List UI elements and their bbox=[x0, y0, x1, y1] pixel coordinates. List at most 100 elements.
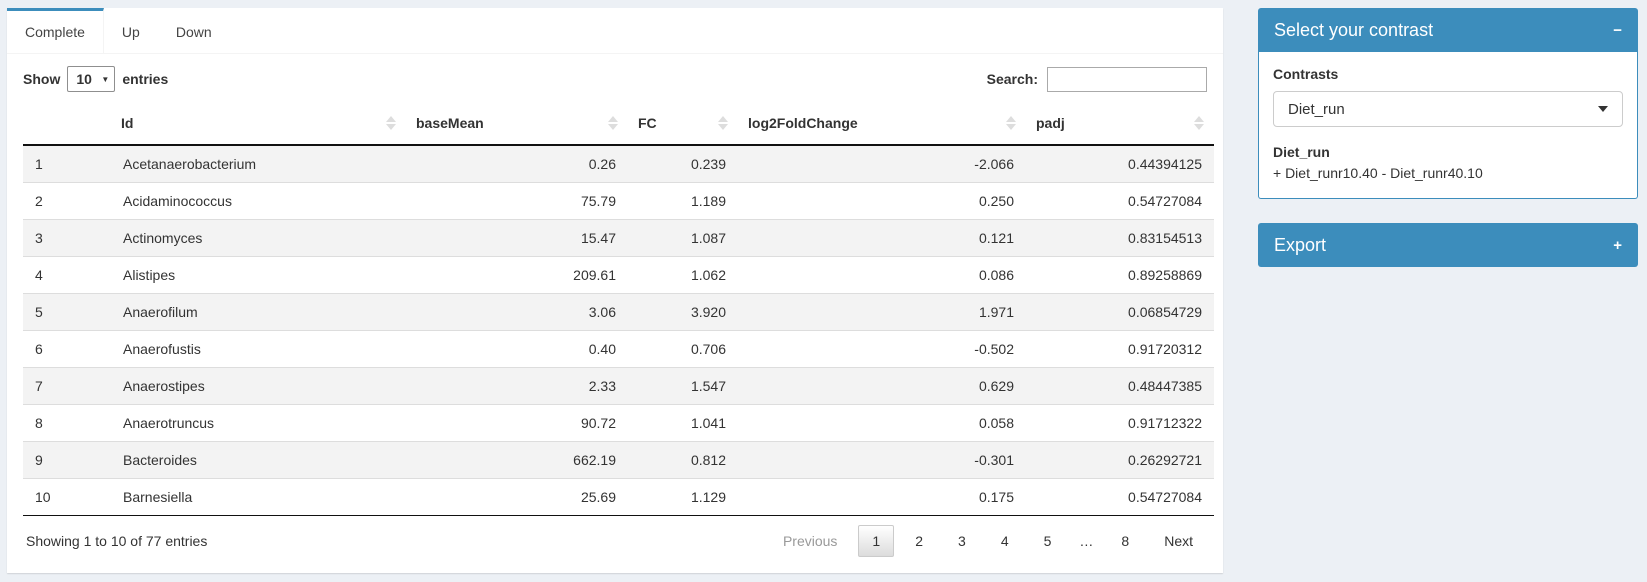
table-row[interactable]: 10 Barnesiella 25.69 1.129 0.175 0.54727084 bbox=[23, 478, 1214, 516]
pagination-button-next[interactable]: Next bbox=[1164, 533, 1193, 549]
collapse-icon[interactable]: − bbox=[1613, 21, 1622, 39]
table-controls: Show 10 ▼ entries Search: bbox=[23, 66, 1207, 92]
table-row[interactable]: 4 Alistipes 209.61 1.062 0.086 0.89258869 bbox=[23, 256, 1214, 294]
table-cell: 3 bbox=[23, 219, 111, 257]
tab-complete[interactable]: Complete bbox=[7, 8, 104, 53]
column-header-log2foldchange-label: log2FoldChange bbox=[748, 115, 858, 131]
contrast-box: Select your contrast − Contrasts Diet_ru… bbox=[1258, 8, 1638, 199]
pagination-button-2[interactable]: 2 bbox=[915, 533, 924, 549]
table-cell: Anaerofilum bbox=[111, 293, 406, 331]
table-cell: Anaerostipes bbox=[111, 367, 406, 405]
table-cell: Anaerofustis bbox=[111, 330, 406, 368]
table-cell: 15.47 bbox=[406, 219, 628, 257]
column-header-fc[interactable]: FC bbox=[628, 102, 738, 146]
table-cell: 0.058 bbox=[738, 404, 1026, 442]
export-box-title: Export bbox=[1274, 234, 1327, 255]
search-input[interactable] bbox=[1047, 66, 1207, 92]
table-cell: Acidaminococcus bbox=[111, 182, 406, 220]
contrast-select[interactable]: Diet_run bbox=[1273, 91, 1623, 127]
table-cell: Actinomyces bbox=[111, 219, 406, 257]
expand-icon[interactable]: + bbox=[1613, 236, 1622, 254]
page-length-select[interactable]: 10 ▼ bbox=[67, 66, 116, 92]
table-cell: Bacteroides bbox=[111, 441, 406, 479]
table-row[interactable]: 5 Anaerofilum 3.06 3.920 1.971 0.06854729 bbox=[23, 293, 1214, 331]
tab-down[interactable]: Down bbox=[158, 8, 230, 53]
table-cell: 3.920 bbox=[628, 293, 738, 331]
sort-icon bbox=[1006, 116, 1016, 130]
column-header-padj[interactable]: padj bbox=[1026, 102, 1214, 146]
pagination-button-previous: Previous bbox=[782, 533, 838, 549]
table-row[interactable]: 1 Acetanaerobacterium 0.26 0.239 -2.066 0.443… bbox=[23, 145, 1214, 183]
contrast-box-header: Select your contrast − bbox=[1258, 8, 1638, 52]
export-box-header: Export + bbox=[1258, 223, 1638, 267]
table-cell: Alistipes bbox=[111, 256, 406, 294]
sort-icon bbox=[1194, 116, 1204, 130]
contrast-formula: + Diet_runr10.40 - Diet_runr40.10 bbox=[1273, 165, 1483, 181]
pagination-button-1[interactable]: 1 bbox=[858, 525, 895, 557]
table-cell: 1.189 bbox=[628, 182, 738, 220]
table-cell: 1.087 bbox=[628, 219, 738, 257]
table-cell: Acetanaerobacterium bbox=[123, 156, 257, 172]
table-cell: 209.61 bbox=[406, 256, 628, 294]
table-cell: 10 bbox=[23, 478, 111, 516]
table-cell: 7 bbox=[23, 367, 111, 405]
tab-up[interactable]: Up bbox=[104, 8, 158, 53]
table-cell: Anaerotruncus bbox=[111, 404, 406, 442]
table-row[interactable]: 6 Anaerofustis 0.40 0.706 -0.502 0.91720312 bbox=[23, 330, 1214, 368]
contrast-name: Diet_run bbox=[1273, 144, 1330, 160]
table-cell: 0.26 bbox=[588, 156, 616, 172]
table-cell: 8 bbox=[23, 404, 111, 442]
table-cell: 1 bbox=[35, 156, 43, 172]
column-header-log2foldchange[interactable]: log2FoldChange bbox=[738, 102, 1026, 146]
show-label: Show bbox=[23, 71, 61, 87]
table-cell: 0.26292721 bbox=[1026, 441, 1214, 479]
table-cell: 0.91720312 bbox=[1026, 330, 1214, 368]
table-cell: 6 bbox=[23, 330, 111, 368]
table-cell: Barnesiella bbox=[111, 478, 406, 516]
table-cell: 1.041 bbox=[628, 404, 738, 442]
entries-label: entries bbox=[122, 71, 169, 87]
contrast-box-title: Select your contrast bbox=[1274, 19, 1434, 40]
sort-icon bbox=[386, 116, 396, 130]
table-footer: Showing 1 to 10 of 77 entries Previous 1 2… bbox=[23, 516, 1207, 557]
tab-down-label: Down bbox=[175, 24, 212, 40]
pagination-button-5[interactable]: 5 bbox=[1043, 533, 1052, 549]
pagination-button-4[interactable]: 4 bbox=[1000, 533, 1009, 549]
table-cell: 662.19 bbox=[406, 441, 628, 479]
table-cell: 0.239 bbox=[690, 156, 726, 172]
table-row[interactable]: 2 Acidaminococcus 75.79 1.189 0.250 0.5472708… bbox=[23, 182, 1214, 220]
column-header-basemean[interactable]: baseMean bbox=[406, 102, 628, 146]
column-header-padj-label: padj bbox=[1036, 115, 1065, 131]
pagination-button-8[interactable]: 8 bbox=[1121, 533, 1130, 549]
search-label: Search: bbox=[986, 71, 1038, 87]
table-row[interactable]: 9 Bacteroides 662.19 0.812 -0.301 0.26292721 bbox=[23, 441, 1214, 479]
table-cell: 0.83154513 bbox=[1026, 219, 1214, 257]
table-cell: 0.54727084 bbox=[1026, 182, 1214, 220]
table-cell: 0.086 bbox=[738, 256, 1026, 294]
table-cell: 0.48447385 bbox=[1026, 367, 1214, 405]
table-cell: 0.812 bbox=[628, 441, 738, 479]
page-length-control: Show 10 ▼ entries bbox=[23, 66, 168, 92]
search-control: Search: bbox=[986, 66, 1207, 92]
column-header-basemean-label: baseMean bbox=[416, 115, 484, 131]
table-cell: 0.54727084 bbox=[1026, 478, 1214, 516]
table-body: 1 Acetanaerobacterium 0.26 0.239 -2.066 0.443… bbox=[23, 145, 1214, 516]
table-cell: 2 bbox=[23, 182, 111, 220]
table-row[interactable]: 7 Anaerostipes 2.33 1.547 0.629 0.48447385 bbox=[23, 367, 1214, 405]
tab-content: Show 10 ▼ entries Search: Id bbox=[7, 54, 1223, 557]
table-row[interactable]: 3 Actinomyces 15.47 1.087 0.121 0.83154513 bbox=[23, 219, 1214, 257]
table-row[interactable]: 8 Anaerotruncus 90.72 1.041 0.058 0.91712322 bbox=[23, 404, 1214, 442]
column-header-fc-label: FC bbox=[638, 115, 657, 131]
column-header-id[interactable]: Id bbox=[111, 102, 406, 146]
table-cell: -0.301 bbox=[738, 441, 1026, 479]
pagination-ellipsis: … bbox=[1079, 533, 1094, 549]
caret-down-icon: ▼ bbox=[101, 74, 110, 84]
pagination-button-3[interactable]: 3 bbox=[958, 533, 966, 549]
table-cell: 0.44394125 bbox=[1128, 156, 1202, 172]
sort-icon bbox=[718, 116, 728, 130]
results-table: Id baseMean FC log2FoldChange bbox=[23, 102, 1214, 516]
table-cell: 1.129 bbox=[628, 478, 738, 516]
table-cell: -0.502 bbox=[738, 330, 1026, 368]
column-header-index bbox=[23, 102, 111, 146]
tab-complete-label: Complete bbox=[25, 24, 85, 40]
